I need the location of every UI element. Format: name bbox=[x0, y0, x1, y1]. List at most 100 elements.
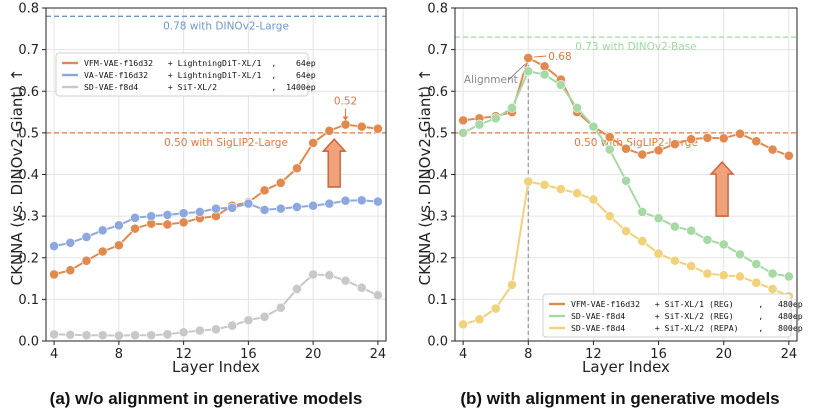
data-point bbox=[686, 134, 697, 145]
data-point bbox=[113, 220, 124, 231]
data-point bbox=[178, 327, 189, 338]
x-axis-label-b: Layer Index bbox=[582, 358, 670, 376]
data-point bbox=[113, 330, 124, 341]
data-point bbox=[81, 255, 92, 266]
data-point bbox=[356, 195, 367, 206]
data-point bbox=[130, 330, 140, 341]
data-point bbox=[340, 275, 351, 286]
y-tick-label: 0.0 bbox=[18, 335, 39, 350]
data-point bbox=[97, 225, 108, 236]
reference-lines-a: 0.78 with DINOv2-Large 0.50 with SigLIP2-… bbox=[46, 15, 386, 149]
caption-a: (a) w/o alignment in generative models bbox=[50, 389, 363, 408]
x-tick-label: 8 bbox=[524, 347, 532, 362]
data-point bbox=[588, 121, 599, 132]
data-point bbox=[146, 211, 157, 222]
reference-line-label: 0.50 with SigLIP2-Large bbox=[164, 137, 288, 149]
reference-line-label: 0.73 with DINOv2-Base bbox=[575, 41, 697, 53]
data-point bbox=[194, 325, 205, 336]
x-tick-label: 16 bbox=[650, 347, 667, 362]
data-point bbox=[621, 175, 631, 186]
annotations-b: 0.68 Alignment bbox=[464, 51, 735, 217]
data-point bbox=[653, 145, 664, 156]
data-point bbox=[783, 271, 794, 282]
data-point bbox=[523, 176, 534, 187]
y-tick-label: 0.7 bbox=[18, 43, 39, 58]
legend-entry: SD-VAE-f8d4 + SiT-XL/2 (REG) , 480ep bbox=[571, 311, 803, 321]
increase-arrow bbox=[709, 160, 735, 217]
annotations-a: 0.52 bbox=[321, 96, 357, 188]
data-point bbox=[702, 268, 713, 279]
data-point bbox=[686, 225, 697, 236]
y-tick-label: 0.4 bbox=[427, 168, 448, 183]
data-point bbox=[604, 144, 615, 155]
y-tick-label: 0.0 bbox=[427, 335, 448, 350]
data-point bbox=[130, 223, 140, 234]
data-point bbox=[588, 194, 599, 205]
y-tick-label: 0.3 bbox=[427, 210, 448, 225]
data-point bbox=[211, 324, 221, 335]
data-point bbox=[243, 198, 254, 209]
series-line bbox=[462, 70, 790, 278]
data-point bbox=[178, 217, 189, 228]
data-point bbox=[324, 198, 335, 209]
y-tick-label: 0.5 bbox=[18, 126, 39, 141]
data-point bbox=[81, 330, 92, 341]
data-point bbox=[227, 202, 238, 213]
data-point bbox=[243, 315, 254, 326]
legend-entry: VFM-VAE-f16d32 + SiT-XL/1 (REG) , 480ep bbox=[571, 299, 803, 309]
data-point bbox=[227, 320, 238, 331]
data-point bbox=[474, 314, 485, 325]
y-tick-label: 0.5 bbox=[427, 126, 448, 141]
data-point bbox=[621, 143, 631, 154]
data-point bbox=[637, 149, 648, 160]
ticks-a: 0.0 0.1 0.2 0.3 0.4 0.5 0.6 0.7 0.8 4 8 12 16 20 24 bbox=[18, 2, 386, 363]
data-point bbox=[555, 80, 566, 90]
legend-entry: SD-VAE-f8d4 + SiT-XL/2 , 1400ep bbox=[84, 82, 316, 92]
data-point bbox=[458, 127, 469, 138]
ticks-b: 0.0 0.1 0.2 0.3 0.4 0.5 0.6 0.7 0.8 4 8 12 16 20 24 bbox=[427, 2, 797, 363]
data-point bbox=[718, 133, 729, 144]
grid-b bbox=[455, 7, 797, 342]
data-point bbox=[669, 139, 680, 150]
data-point bbox=[97, 246, 108, 257]
data-point bbox=[669, 255, 680, 266]
data-point bbox=[373, 196, 383, 207]
data-point bbox=[292, 163, 302, 174]
y-tick-label: 0.1 bbox=[18, 293, 39, 308]
data-point bbox=[97, 330, 108, 341]
data-point bbox=[275, 177, 286, 188]
x-tick-label: 20 bbox=[305, 347, 322, 362]
legend-a: VFM-VAE-f16d32 + LightningDiT-XL/1 , 64e… bbox=[55, 52, 316, 97]
data-point bbox=[735, 128, 745, 139]
data-point bbox=[340, 195, 351, 206]
data-point bbox=[259, 185, 270, 196]
data-point bbox=[458, 115, 469, 126]
legend-box bbox=[542, 293, 792, 338]
data-point bbox=[604, 132, 615, 142]
data-point bbox=[523, 53, 534, 63]
y-axis-label-b: CKNNA (vs. DINOv2-Giant) ↑ bbox=[416, 69, 434, 286]
data-point bbox=[211, 203, 221, 214]
x-axis-label-a: Layer Index bbox=[172, 358, 260, 376]
alignment-pointer bbox=[508, 63, 526, 81]
legend-box bbox=[55, 52, 309, 97]
y-tick-label: 0.3 bbox=[18, 210, 39, 225]
x-tick-label: 12 bbox=[175, 347, 192, 362]
data-point bbox=[702, 132, 713, 143]
data-point bbox=[718, 270, 729, 281]
y-tick-label: 0.2 bbox=[427, 251, 448, 266]
data-point bbox=[490, 113, 501, 124]
x-tick-label: 8 bbox=[115, 347, 123, 362]
y-tick-label: 0.6 bbox=[427, 85, 448, 100]
increase-arrow bbox=[321, 138, 347, 188]
data-point bbox=[130, 212, 140, 223]
data-point bbox=[65, 265, 76, 276]
data-point bbox=[507, 279, 517, 290]
data-point bbox=[113, 240, 124, 251]
data-point bbox=[275, 203, 286, 214]
y-tick-label: 0.2 bbox=[18, 251, 39, 266]
alignment-label: Alignment bbox=[464, 74, 518, 86]
x-tick-label: 12 bbox=[585, 347, 602, 362]
data-point bbox=[735, 249, 745, 260]
y-tick-label: 0.6 bbox=[18, 85, 39, 100]
